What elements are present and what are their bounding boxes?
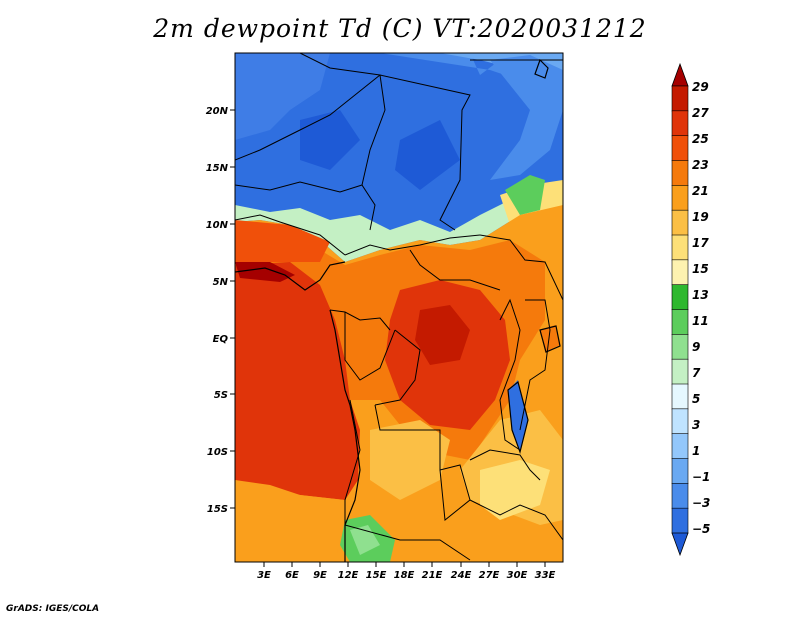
- colorbar-segment: [671, 334, 689, 360]
- lat-tick-label: 5N: [213, 277, 229, 288]
- colorbar-label: −1: [692, 470, 710, 484]
- colorbar-label: 3: [692, 418, 700, 432]
- coastline: [234, 58, 561, 562]
- lon-axis: 3E 6E 9E 12E 15E 18E 21E 24E 27E 30E 33E: [257, 562, 556, 581]
- lon-tick-label: 9E: [313, 570, 327, 581]
- colorbar-label: 19: [692, 210, 709, 224]
- grads-credit: GrADS: IGES/COLA: [6, 604, 100, 614]
- colorbar-segment: [671, 135, 689, 162]
- colorbar-segment: [671, 160, 689, 186]
- colorbar-segment: [671, 185, 689, 211]
- colorbar: [671, 62, 689, 557]
- colorbar-label: 21: [692, 184, 709, 198]
- dewpoint-field: [235, 53, 563, 562]
- lon-tick-label: 3E: [257, 570, 271, 581]
- lon-tick-label: 21E: [422, 570, 443, 581]
- colorbar-label: 23: [692, 158, 709, 172]
- colorbar-segment: [671, 85, 689, 112]
- colorbar-segment: [671, 309, 689, 335]
- lon-tick-label: 33E: [535, 570, 556, 581]
- colorbar-segment: [671, 209, 689, 236]
- colorbar-segment: [671, 408, 689, 435]
- lat-axis: 20N 15N 10N 5N EQ 5S 10S 15S: [206, 106, 235, 515]
- lon-tick-label: 18E: [394, 570, 415, 581]
- lat-tick-label: 5S: [214, 390, 228, 401]
- colorbar-label: 7: [692, 366, 701, 380]
- colorbar-segment: [671, 383, 689, 410]
- lon-tick-label: 30E: [507, 570, 528, 581]
- lat-tick-label: 15S: [207, 504, 228, 515]
- colorbar-label: −3: [692, 496, 710, 510]
- colorbar-segment: [671, 483, 689, 509]
- colorbar-label: 25: [692, 132, 709, 146]
- colorbar-label: 9: [692, 340, 700, 354]
- lat-tick-label: 10S: [207, 447, 228, 458]
- colorbar-label: 29: [692, 80, 709, 94]
- colorbar-labels: 29 27 25 23 21 19 17 15 13 11 9 7 5 3 1 …: [692, 80, 710, 536]
- lon-tick-label: 15E: [366, 570, 387, 581]
- colorbar-segment: [671, 458, 689, 484]
- map-title: 2m dewpoint Td (C) VT:2020031212: [153, 14, 647, 43]
- lat-tick-label: 15N: [206, 163, 229, 174]
- colorbar-label: 27: [692, 106, 709, 120]
- lon-tick-label: 6E: [285, 570, 299, 581]
- colorbar-top-arrow: [671, 62, 689, 87]
- lat-tick-label: 10N: [206, 220, 229, 231]
- map-frame: [234, 52, 564, 563]
- colorbar-segment: [671, 358, 689, 385]
- lon-tick-label: 27E: [479, 570, 500, 581]
- colorbar-label: −5: [692, 522, 710, 536]
- colorbar-segment: [671, 110, 689, 137]
- colorbar-segment: [671, 234, 689, 261]
- colorbar-label: 11: [692, 314, 709, 328]
- lat-tick-label: 20N: [206, 106, 229, 117]
- colorbar-label: 13: [692, 288, 709, 302]
- country-borders: [235, 53, 563, 562]
- colorbar-segment: [671, 284, 689, 311]
- lon-tick-label: 12E: [338, 570, 359, 581]
- colorbar-label: 5: [692, 392, 700, 406]
- colorbar-label: 15: [692, 262, 709, 276]
- lat-tick-label: EQ: [213, 334, 229, 345]
- colorbar-segment: [671, 433, 689, 460]
- colorbar-label: 1: [692, 444, 700, 458]
- colorbar-bottom-arrow: [671, 532, 689, 557]
- colorbar-segment: [671, 507, 689, 534]
- lon-tick-label: 24E: [451, 570, 472, 581]
- colorbar-label: 17: [692, 236, 709, 250]
- colorbar-segment: [671, 259, 689, 286]
